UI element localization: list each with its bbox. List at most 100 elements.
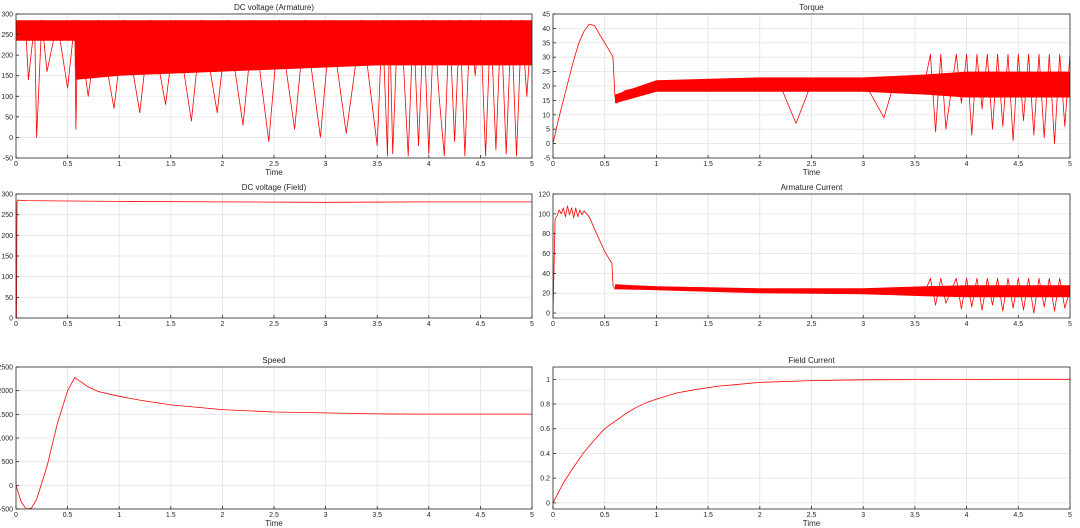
x-tick-label: 3 xyxy=(861,321,865,328)
x-tick-label: 3 xyxy=(324,161,328,168)
plot-area xyxy=(553,23,1070,144)
x-tick-label: 0.5 xyxy=(600,321,610,328)
x-tick-label: 0.5 xyxy=(600,512,610,519)
y-tick-label: 2500 xyxy=(0,365,13,372)
y-tick-label: 20 xyxy=(542,291,550,298)
y-tick-label: 45 xyxy=(542,12,550,19)
y-tick-label: 10 xyxy=(542,112,550,119)
y-tick-label: 0 xyxy=(9,135,13,142)
x-axis-label: Time xyxy=(265,168,283,177)
x-tick-label: 2 xyxy=(220,512,224,519)
y-tick-label: 40 xyxy=(542,26,550,33)
x-tick-label: 0.5 xyxy=(600,161,610,168)
chart-title: Torque xyxy=(799,3,824,12)
y-tick-label: 2000 xyxy=(0,388,13,395)
x-tick-label: 1.5 xyxy=(166,512,176,519)
x-tick-label: 3.5 xyxy=(910,161,920,168)
x-tick-label: 1.5 xyxy=(703,321,713,328)
x-tick-label: 4.5 xyxy=(1013,512,1023,519)
y-tick-label: 120 xyxy=(538,192,550,199)
x-tick-label: 5 xyxy=(530,161,534,168)
x-tick-label: 1 xyxy=(654,512,658,519)
x-tick-label: 0 xyxy=(14,512,18,519)
x-tick-label: 2.5 xyxy=(807,161,817,168)
signal-trace xyxy=(16,199,532,318)
x-tick-label: 3 xyxy=(861,161,865,168)
x-tick-label: 4 xyxy=(965,161,969,168)
y-tick-label: 250 xyxy=(1,212,13,219)
x-tick-label: 4 xyxy=(965,321,969,328)
plot-area xyxy=(16,19,532,157)
y-tick-label: 300 xyxy=(1,192,13,199)
chart-armature-voltage: 0 0.5 1 1.5 2 2.5 3 3.5 4 4.5 5-500501001502002503… xyxy=(1,3,534,177)
x-tick-label: 3 xyxy=(324,512,328,519)
y-tick-label: 300 xyxy=(1,12,13,19)
x-tick-label: 1.5 xyxy=(703,161,713,168)
chart-title: DC voltage (Field) xyxy=(242,183,307,192)
chart-field-current: 0 0.5 1 1.5 2 2.5 3 3.5 4 4.5 5 0 0.2 0.4 0.6 0.8 1 Field… xyxy=(540,356,1072,528)
y-tick-label: 0.2 xyxy=(540,476,550,483)
chart-torque: 0 0.5 1 1.5 2 2.5 3 3.5 4 4.5 5-505101520253035404… xyxy=(542,3,1072,177)
x-tick-label: 2.5 xyxy=(269,321,279,328)
x-tick-label: 0 xyxy=(551,512,555,519)
plot-area xyxy=(553,205,1070,314)
x-tick-label: 2.5 xyxy=(807,512,817,519)
y-tick-label: 250 xyxy=(1,32,13,39)
x-tick-label: 2 xyxy=(758,161,762,168)
x-tick-label: 0.5 xyxy=(63,321,73,328)
chart-speed: 00.511.522.533.544.55-500050010001500200… xyxy=(0,356,534,528)
x-tick-label: 1 xyxy=(117,161,121,168)
chart-title: Field Current xyxy=(788,356,835,365)
x-tick-label: 0.5 xyxy=(63,161,73,168)
x-tick-label: 3 xyxy=(324,321,328,328)
x-tick-label: 4.5 xyxy=(476,161,486,168)
x-tick-label: 5 xyxy=(1068,321,1072,328)
y-tick-label: -500 xyxy=(0,507,13,514)
y-tick-label: 100 xyxy=(538,211,550,218)
y-tick-label: 30 xyxy=(542,55,550,62)
y-tick-label: 0.8 xyxy=(540,402,550,409)
x-tick-label: 5 xyxy=(530,512,534,519)
chart-armature-current: 0 0.5 1 1.5 2 2.5 3 3.5 4 4.5 5 0 20 40 60 80 100 120 Arma… xyxy=(538,183,1072,328)
x-tick-label: 2 xyxy=(220,321,224,328)
y-tick-label: 5 xyxy=(546,127,550,134)
x-tick-label: 1 xyxy=(654,321,658,328)
y-tick-label: 150 xyxy=(1,254,13,261)
x-tick-label: 4 xyxy=(965,512,969,519)
plot-area xyxy=(553,378,1070,503)
x-tick-label: 2 xyxy=(220,161,224,168)
y-tick-label: 0 xyxy=(9,316,13,323)
y-tick-label: 0 xyxy=(546,141,550,148)
x-axis-label: Time xyxy=(803,168,821,177)
x-tick-label: 0 xyxy=(551,321,555,328)
x-tick-label: 0 xyxy=(14,321,18,328)
x-tick-label: 3.5 xyxy=(372,321,382,328)
x-tick-label: 2 xyxy=(758,512,762,519)
y-tick-label: 15 xyxy=(542,98,550,105)
x-tick-label: 4.5 xyxy=(476,512,486,519)
y-tick-label: 40 xyxy=(542,271,550,278)
signal-trace xyxy=(553,23,1070,144)
y-tick-label: 80 xyxy=(542,231,550,238)
x-tick-label: 2.5 xyxy=(807,321,817,328)
y-tick-label: 60 xyxy=(542,251,550,258)
x-tick-label: 2 xyxy=(758,321,762,328)
x-axis-label: Time xyxy=(803,519,821,528)
x-tick-label: 1.5 xyxy=(166,161,176,168)
y-tick-label: 0 xyxy=(546,500,550,507)
x-tick-label: 5 xyxy=(1068,161,1072,168)
y-tick-label: 1500 xyxy=(0,412,13,419)
x-tick-label: 0 xyxy=(551,161,555,168)
y-tick-label: 200 xyxy=(1,53,13,60)
x-tick-label: 3.5 xyxy=(372,161,382,168)
signal-trace xyxy=(553,378,1070,503)
x-tick-label: 0.5 xyxy=(63,512,73,519)
x-axis-label: Time xyxy=(265,519,283,528)
x-tick-label: 4.5 xyxy=(1013,321,1023,328)
signal-trace xyxy=(553,205,1070,314)
y-tick-label: 25 xyxy=(542,69,550,76)
x-tick-label: 1.5 xyxy=(703,512,713,519)
x-tick-label: 4.5 xyxy=(1013,161,1023,168)
x-tick-label: 1 xyxy=(654,161,658,168)
